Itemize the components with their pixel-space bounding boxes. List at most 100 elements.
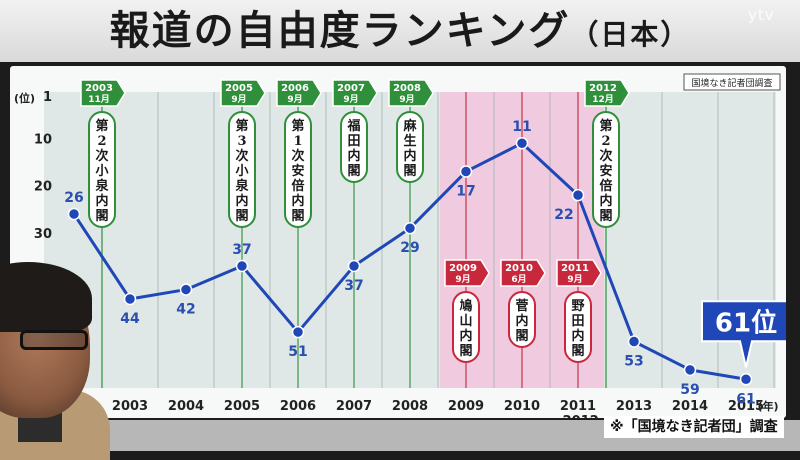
event-name-char: 泉 [235, 178, 249, 194]
event-name-char: 閣 [459, 344, 472, 359]
event-badge [584, 79, 630, 107]
presenter-glasses [20, 330, 88, 350]
data-label: 59 [680, 382, 699, 398]
data-point [403, 221, 417, 235]
event-month: 9月 [399, 94, 414, 105]
data-label: 61 [736, 391, 755, 407]
event-month: 6月 [511, 274, 526, 285]
y-tick-label: 1 [43, 90, 52, 105]
event-badge [556, 259, 602, 287]
data-label: 29 [400, 240, 419, 256]
event-name-char: 次 [291, 148, 304, 164]
data-point [179, 283, 193, 296]
event-name-char: 第 [599, 118, 612, 134]
event-name-box [228, 111, 256, 228]
event-name-char: 1 [293, 134, 302, 149]
data-label: 51 [288, 344, 307, 360]
x-tick-label: 2005 [224, 399, 260, 414]
event-badge [220, 79, 266, 107]
event-badge [80, 79, 126, 107]
event-name-char: 第 [235, 118, 248, 134]
data-point [739, 373, 753, 386]
event-badge [276, 79, 322, 107]
event-name-char: 生 [403, 133, 416, 149]
source-note: ※「国境なき記者団」調査 [604, 416, 784, 438]
event-name-char: 第 [291, 118, 304, 134]
event-name-char: 2 [601, 134, 610, 149]
event-name-char: 倍 [599, 178, 612, 194]
x-tick-label: 2008 [392, 399, 428, 414]
event-name-char: 次 [599, 148, 612, 164]
broadcaster-logo: ytv [748, 6, 775, 24]
event-name-char: 閣 [347, 164, 360, 179]
data-point [627, 335, 641, 348]
x-axis-unit: (年) [757, 399, 778, 413]
ranking-line-chart: 110203040(位)2002200320042005200620072008… [14, 73, 786, 418]
data-point [347, 259, 361, 273]
source-tag-text: 国境なき記者団調査 [691, 77, 772, 89]
event-year: 2007 [337, 83, 365, 94]
y-tick-label: 10 [34, 132, 52, 147]
event-month: 9月 [455, 274, 470, 285]
event-month: 9月 [287, 94, 302, 105]
data-label: 42 [176, 302, 195, 318]
event-name-box [508, 291, 536, 348]
event-badge [332, 79, 378, 107]
event-name-box [284, 111, 312, 228]
event-year: 2005 [225, 83, 253, 94]
event-name-char: 閣 [571, 344, 584, 359]
event-name-char: 内 [571, 328, 584, 344]
x-tick-label: 2013 [616, 399, 652, 414]
event-month: 9月 [567, 274, 582, 285]
title-main: 報道の自由度ランキング [109, 8, 571, 54]
event-month: 9月 [231, 94, 246, 105]
data-point [123, 292, 137, 306]
x-tick-label: 2015 [728, 399, 764, 414]
y-tick-label: 20 [34, 180, 52, 195]
event-name-char: 内 [403, 148, 416, 164]
event-name-char: 内 [235, 193, 248, 209]
event-badge [444, 259, 490, 287]
event-name-box [564, 291, 592, 363]
data-label: 37 [344, 278, 363, 294]
event-name-char: 第 [95, 118, 108, 134]
event-name-char: 閣 [291, 209, 304, 224]
event-name-box [592, 111, 620, 228]
x-tick-label: 2004 [168, 399, 204, 414]
ranking-callout-text: 61位 [715, 307, 777, 338]
event-name-char: 閣 [599, 209, 612, 224]
data-point [235, 259, 249, 273]
event-name-char: 内 [95, 193, 108, 209]
event-name-char: 福 [346, 118, 360, 134]
event-name-char: 田 [347, 134, 360, 149]
source-tag [683, 73, 781, 91]
event-name-char: 内 [599, 193, 612, 209]
event-month: 9月 [343, 94, 358, 105]
data-label: 11 [512, 119, 531, 135]
event-name-char: 3 [237, 134, 246, 149]
data-point [459, 165, 473, 178]
event-name-box [452, 291, 480, 363]
event-year: 2011 [561, 263, 589, 274]
event-name-char: 閣 [403, 164, 416, 179]
event-name-char: 麻 [402, 118, 417, 134]
event-month: 11月 [88, 94, 110, 105]
data-point [291, 325, 305, 339]
data-label: 17 [456, 184, 475, 200]
event-name-char: 安 [599, 163, 612, 179]
event-name-box [340, 111, 368, 183]
event-year: 2009 [449, 263, 477, 274]
data-label: 26 [64, 190, 83, 206]
page-title: 報道の自由度ランキング（日本） [0, 4, 800, 62]
event-name-char: 野 [571, 299, 584, 314]
event-year: 2010 [505, 263, 533, 274]
event-name-box [396, 111, 424, 183]
event-name-char: 倍 [291, 178, 304, 194]
title-sub: （日本） [570, 18, 691, 51]
event-name-box [88, 111, 116, 228]
x-tick-label: 2014 [672, 399, 708, 414]
event-name-char: 閣 [515, 329, 528, 344]
event-year: 2003 [85, 83, 113, 94]
title-band [0, 0, 800, 62]
x-tick-label: 2006 [280, 399, 316, 414]
